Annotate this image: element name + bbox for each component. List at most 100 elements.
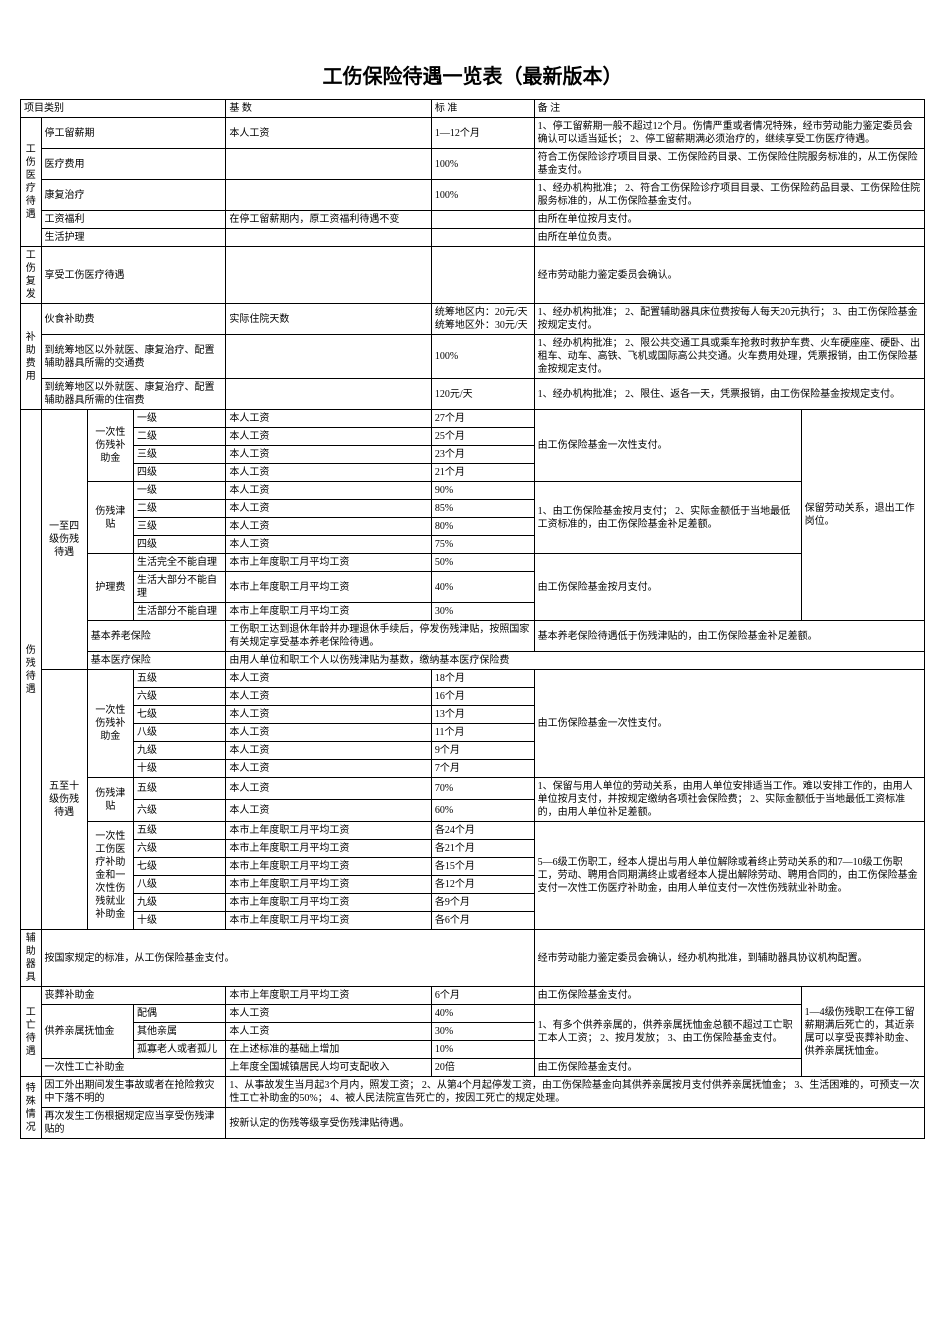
cell: 13个月 [431, 706, 534, 724]
cell: 由所在单位负责。 [534, 229, 924, 247]
cell: 各24个月 [431, 822, 534, 840]
cell: 一次性工亡补助金 [41, 1059, 226, 1077]
cell: 孤寡老人或者孤儿 [133, 1041, 225, 1059]
cell: 20倍 [431, 1059, 534, 1077]
cell: 工资福利 [41, 211, 226, 229]
cell: 七级 [133, 858, 225, 876]
cell: 由工伤保险基金一次性支付。 [534, 410, 801, 482]
cell: 本市上年度职工月平均工资 [226, 840, 431, 858]
cell: 本人工资 [226, 760, 431, 778]
cell: 本市上年度职工月平均工资 [226, 894, 431, 912]
cell: 停工留薪期 [41, 118, 226, 149]
cell: 六级 [133, 840, 225, 858]
cell: 1、保留与用人单位的劳动关系，由用人单位安排适当工作。难以安排工作的，由用人单位… [534, 778, 924, 822]
cell: 25个月 [431, 428, 534, 446]
g1-label: 一至四级伤残待遇 [41, 410, 87, 670]
sec7-label: 特殊情况 [21, 1077, 42, 1139]
insurance-table: 项目类别 基 数 标 准 备 注 工伤医疗待遇 停工留薪期 本人工资 1—12个… [20, 99, 925, 1139]
cell: 7个月 [431, 760, 534, 778]
cell: 1、由工伤保险基金按月支付； 2、实际金额低于当地最低工资标准的，由工伤保险基金… [534, 482, 801, 554]
hdr-category: 项目类别 [21, 100, 226, 118]
sec2-label: 工伤复发 [21, 247, 42, 304]
cell: 60% [431, 800, 534, 822]
cell: 基本养老保险待遇低于伤残津贴的，由工伤保险基金补足差额。 [534, 621, 924, 652]
cell: 本人工资 [226, 724, 431, 742]
cell: 80% [431, 518, 534, 536]
table-header-row: 项目类别 基 数 标 准 备 注 [21, 100, 925, 118]
cell: 本市上年度职工月平均工资 [226, 822, 431, 840]
cell: 1—12个月 [431, 118, 534, 149]
cell: 上年度全国城镇居民人均可支配收入 [226, 1059, 431, 1077]
cell: 到统筹地区以外就医、康复治疗、配置辅助器具所需的住宿费 [41, 379, 226, 410]
cell: 100% [431, 335, 534, 379]
g1s1-label: 一次性伤残补助金 [87, 410, 133, 482]
cell: 本市上年度职工月平均工资 [226, 912, 431, 930]
sec3-label: 补助费用 [21, 304, 42, 410]
cell: 5—6级工伤职工，经本人提出与用人单位解除或着终止劳动关系的和7—10级工伤职工… [534, 822, 924, 930]
cell: 各6个月 [431, 912, 534, 930]
cell [431, 211, 534, 229]
cell: 九级 [133, 894, 225, 912]
cell: 五级 [133, 822, 225, 840]
cell [431, 229, 534, 247]
cell: 基本医疗保险 [87, 652, 226, 670]
cell: 18个月 [431, 670, 534, 688]
cell: 100% [431, 149, 534, 180]
cell: 30% [431, 603, 534, 621]
cell: 1、停工留薪期一般不超过12个月。伤情严重或者情况特殊，经市劳动能力鉴定委员会确… [534, 118, 924, 149]
cell: 经市劳动能力鉴定委员会确认，经办机构批准，到辅助器具协议机构配置。 [534, 930, 924, 987]
cell: 享受工伤医疗待遇 [41, 247, 226, 304]
cell: 八级 [133, 876, 225, 894]
cell: 因工外出期间发生事故或者在抢险救灾中下落不明的 [41, 1077, 226, 1108]
cell: 二级 [133, 500, 225, 518]
cell: 40% [431, 1005, 534, 1023]
cell: 由工伤保险基金按月支付。 [534, 554, 801, 621]
cell: 85% [431, 500, 534, 518]
cell: 生活护理 [41, 229, 226, 247]
cell: 到统筹地区以外就医、康复治疗、配置辅助器具所需的交通费 [41, 335, 226, 379]
g2s2-label: 伤残津贴 [87, 778, 133, 822]
cell: 1、从事故发生当月起3个月内，照发工资； 2、从第4个月起停发工资，由工伤保险基… [226, 1077, 925, 1108]
cell: 由工伤保险基金支付。 [534, 987, 801, 1005]
cell: 各9个月 [431, 894, 534, 912]
g1s3-label: 护理费 [87, 554, 133, 621]
cell: 本人工资 [226, 1023, 431, 1041]
cell: 由所在单位按月支付。 [534, 211, 924, 229]
cell: 16个月 [431, 688, 534, 706]
cell: 七级 [133, 706, 225, 724]
cell: 四级 [133, 464, 225, 482]
cell: 本人工资 [226, 464, 431, 482]
cell: 四级 [133, 536, 225, 554]
cell: 三级 [133, 446, 225, 464]
cell: 医疗费用 [41, 149, 226, 180]
cell: 23个月 [431, 446, 534, 464]
cell: 27个月 [431, 410, 534, 428]
cell: 1、经办机构批准； 2、限公共交通工具或乘车抢救时救护车费、火车硬座座、硬卧、出… [534, 335, 924, 379]
cell: 保留劳动关系，退出工作岗位。 [801, 410, 924, 621]
cell: 符合工伤保险诊疗项目目录、工伤保险药目录、工伤保险住院服务标准的，从工伤保险基金… [534, 149, 924, 180]
cell: 一级 [133, 410, 225, 428]
cell: 9个月 [431, 742, 534, 760]
cell: 丧葬补助金 [41, 987, 226, 1005]
cell: 1、经办机构批准； 2、符合工伤保险诊疗项目目录、工伤保险药品目录、工伤保险住院… [534, 180, 924, 211]
cell [226, 229, 431, 247]
cell: 本市上年度职工月平均工资 [226, 876, 431, 894]
cell: 120元/天 [431, 379, 534, 410]
cell: 按新认定的伤残等级享受伤残津贴待遇。 [226, 1108, 925, 1139]
cell [226, 247, 431, 304]
cell: 由用人单位和职工个人以伤残津贴为基数，缴纳基本医疗保险费 [226, 652, 925, 670]
page-title: 工伤保险待遇一览表（最新版本） [20, 60, 925, 89]
cell: 本人工资 [226, 428, 431, 446]
cell [226, 149, 431, 180]
g1s2-label: 伤残津贴 [87, 482, 133, 554]
cell: 其他亲属 [133, 1023, 225, 1041]
g2s1-label: 一次性伤残补助金 [87, 670, 133, 778]
cell: 本人工资 [226, 742, 431, 760]
cell: 再次发生工伤根据规定应当享受伤残津贴的 [41, 1108, 226, 1139]
cell: 11个月 [431, 724, 534, 742]
g2-label: 五至十级伤残待遇 [41, 670, 87, 930]
cell: 本人工资 [226, 518, 431, 536]
cell: 九级 [133, 742, 225, 760]
cell: 21个月 [431, 464, 534, 482]
cell: 五级 [133, 778, 225, 800]
